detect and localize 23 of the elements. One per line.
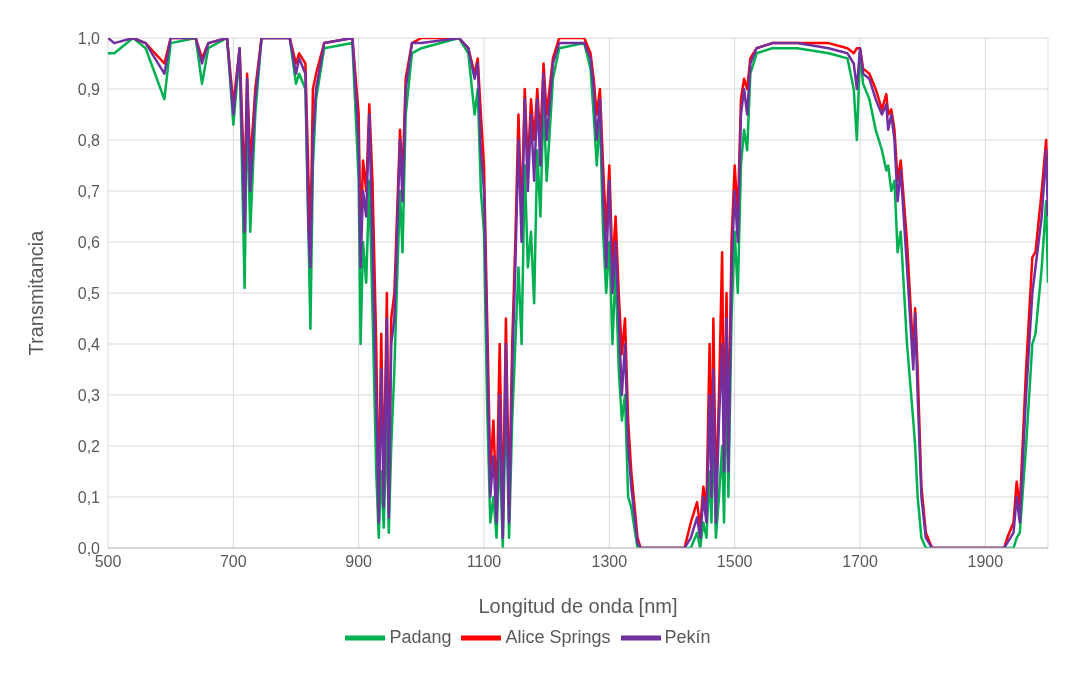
x-axis-title: Longitud de onda [nm]: [478, 595, 678, 617]
y-tick-label: 0,9: [77, 80, 101, 98]
y-tick-label: 0,1: [77, 488, 101, 506]
x-tick-label: 1300: [591, 553, 628, 571]
x-tick-label: 900: [345, 553, 373, 571]
y-tick-label: 0,8: [77, 131, 101, 149]
legend-label: Alice Springs: [505, 626, 611, 647]
y-tick-label: 0,6: [77, 233, 101, 251]
x-tick-label: 1100: [466, 553, 502, 571]
y-tick-label: 1,0: [77, 29, 101, 47]
legend-label: Padang: [389, 626, 452, 647]
y-tick-label: 0,4: [77, 335, 101, 353]
x-tick-label: 1500: [716, 553, 753, 571]
y-tick-label: 0,5: [77, 284, 101, 302]
x-tick-label: 1900: [967, 553, 1004, 571]
y-tick-label: 0,7: [77, 182, 101, 200]
x-tick-label: 700: [219, 553, 247, 571]
y-axis-title: Transmitancia: [25, 229, 48, 356]
y-tick-label: 0,3: [77, 386, 101, 404]
legend-label: Pekín: [664, 626, 711, 647]
x-tick-label: 1700: [842, 553, 878, 571]
x-tick-label: 500: [94, 553, 122, 571]
y-tick-label: 0,2: [77, 437, 101, 455]
